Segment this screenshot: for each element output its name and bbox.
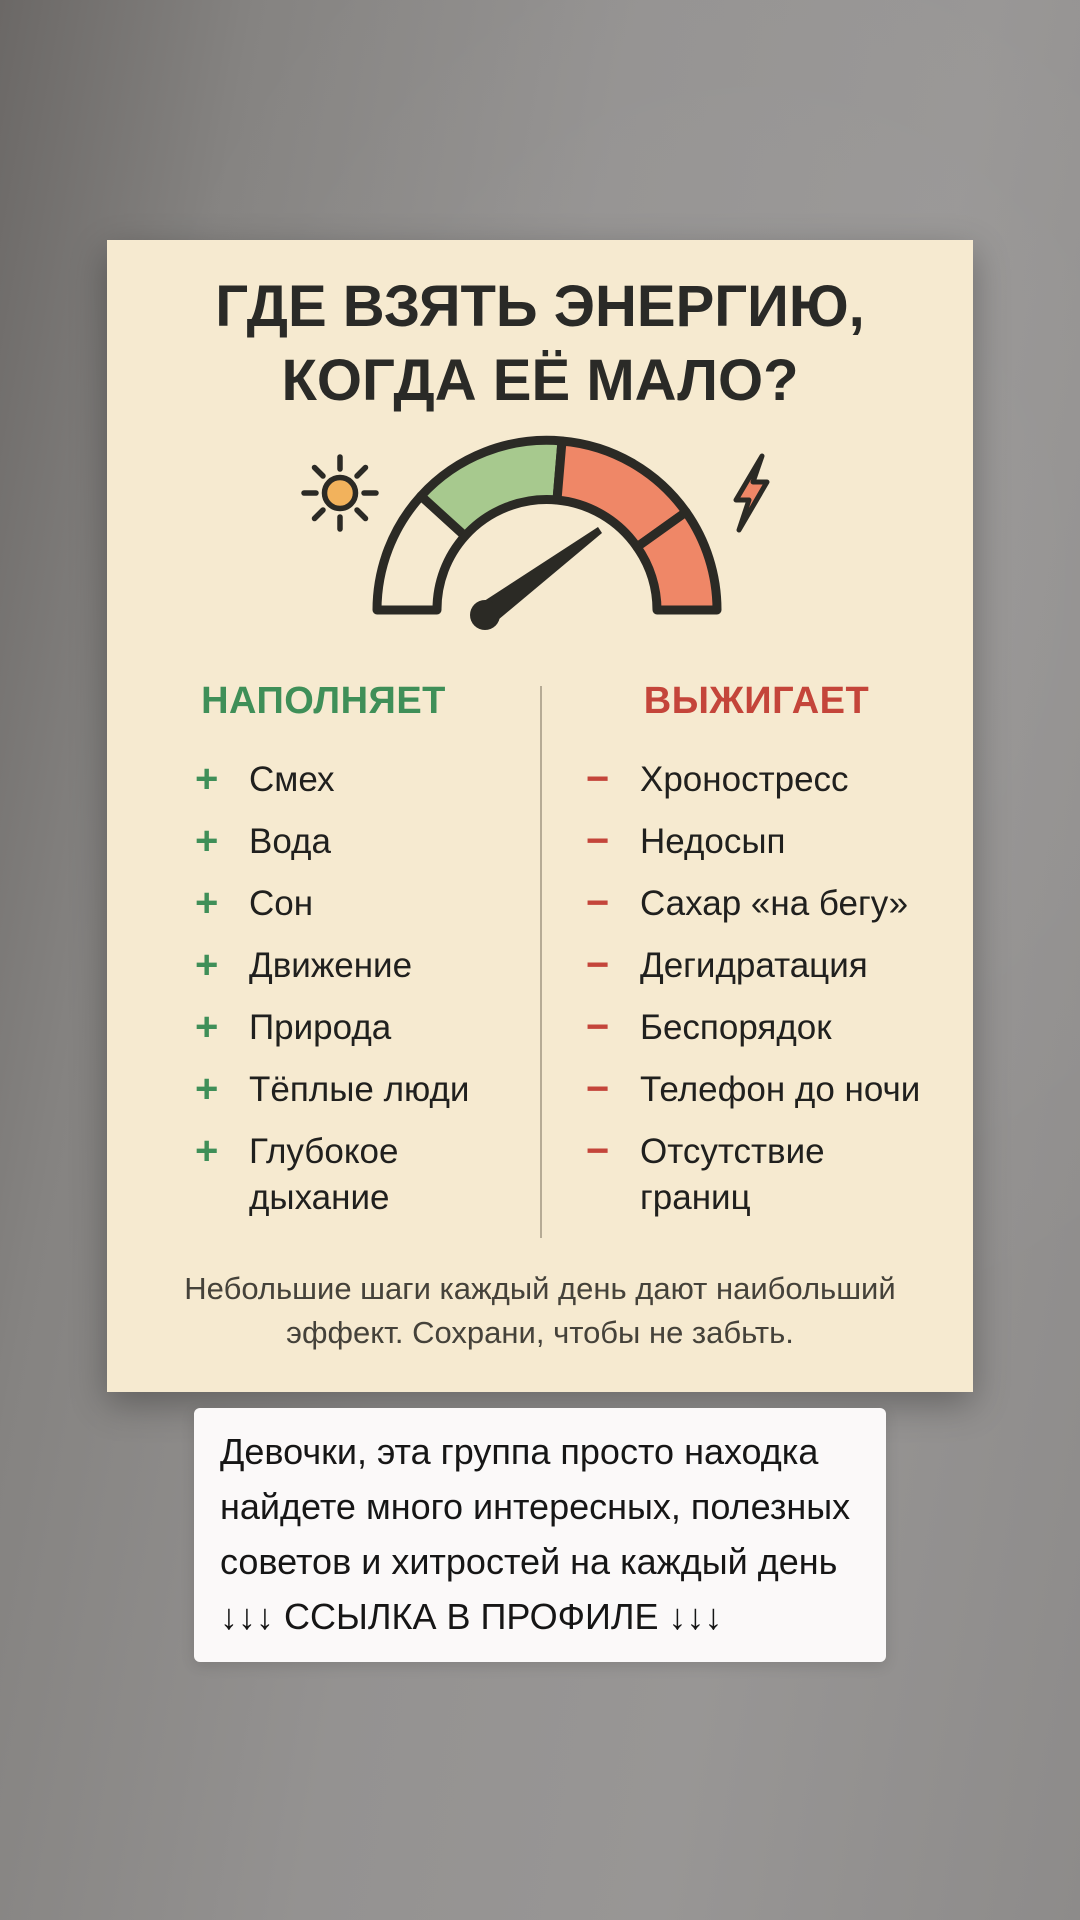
burns-list: − Хроностресс − Недосып − Сахар «на бегу» − Дег… — [540, 757, 973, 1221]
footer-line-1: Небольшие шаги каждый день дают наибольш… — [184, 1271, 896, 1306]
caption-line: Девочки, эта группа просто находка — [220, 1431, 819, 1472]
infographic-card: ГДЕ ВЗЯТЬ ЭНЕРГИЮ, КОГДА ЕЁ МАЛО? — [107, 240, 973, 1392]
burns-column: ВЫЖИГАЕТ − Хроностресс − Недосып − Сахар «на … — [540, 680, 973, 1237]
plus-icon: + — [195, 757, 219, 801]
list-item: − Телефон до ночи — [586, 1067, 973, 1113]
gauge-needle-icon — [470, 527, 602, 630]
comparison-columns: НАПОЛНЯЕТ + Смех + Вода + Сон + Движение + Природ… — [107, 680, 973, 1238]
list-item: + Сон — [195, 881, 540, 927]
minus-icon: − — [586, 1067, 610, 1111]
plus-icon: + — [195, 1067, 219, 1111]
list-item: + Глубокое дыхание — [195, 1129, 540, 1221]
fills-list: + Смех + Вода + Сон + Движение + Природа + Тёплые л… — [107, 757, 540, 1221]
list-item: + Тёплые люди — [195, 1067, 540, 1113]
minus-icon: − — [586, 1005, 610, 1049]
poster-footer: Небольшие шаги каждый день дают наибольш… — [107, 1267, 973, 1355]
list-item-label: Смех — [249, 760, 335, 799]
caption-line: найдете много интересных, полезных — [220, 1486, 851, 1527]
plus-icon: + — [195, 943, 219, 987]
list-item-label: Движение — [249, 946, 413, 985]
list-item-label: Сахар «на бегу» — [640, 884, 909, 923]
caption-box: Девочки, эта группа просто находка найде… — [194, 1408, 886, 1662]
list-item-label: Отсутствие границ — [640, 1132, 825, 1217]
energy-gauge-graphic — [301, 435, 770, 630]
minus-icon: − — [586, 757, 610, 801]
plus-icon: + — [195, 1005, 219, 1049]
list-item: + Природа — [195, 1005, 540, 1051]
plus-icon: + — [195, 819, 219, 863]
poster-title: ГДЕ ВЗЯТЬ ЭНЕРГИЮ, КОГДА ЕЁ МАЛО? — [107, 270, 973, 418]
list-item: − Хроностресс — [586, 757, 973, 803]
lightning-icon — [733, 453, 770, 533]
list-item: − Отсутствие границ — [586, 1129, 973, 1221]
list-item: − Сахар «на бегу» — [586, 881, 973, 927]
minus-icon: − — [586, 1129, 610, 1173]
list-item-label: Дегидратация — [640, 946, 868, 985]
list-item: + Движение — [195, 943, 540, 989]
burns-header: ВЫЖИГАЕТ — [643, 680, 870, 722]
list-item-label: Хроностресс — [640, 760, 849, 799]
list-item-label: Недосып — [640, 822, 786, 861]
list-item: − Беспорядок — [586, 1005, 973, 1051]
list-item-label: Вода — [249, 822, 331, 861]
plus-icon: + — [195, 1129, 219, 1173]
gauge-illustration — [107, 420, 973, 660]
gauge-arc-icon — [372, 435, 722, 615]
footer-line-2: эффект. Сохрани, чтобы не забьть. — [286, 1315, 794, 1350]
list-item-label: Глубокое дыхание — [249, 1132, 399, 1217]
minus-icon: − — [586, 881, 610, 925]
list-item-label: Беспорядок — [640, 1008, 832, 1047]
fills-column: НАПОЛНЯЕТ + Смех + Вода + Сон + Движение + Природ… — [107, 680, 540, 1237]
caption-line: советов и хитростей на каждый день — [220, 1541, 838, 1582]
title-line-2: КОГДА ЕЁ МАЛО? — [281, 348, 799, 413]
list-item-label: Природа — [249, 1008, 392, 1047]
list-item: − Недосып — [586, 819, 973, 865]
caption-line: ↓↓↓ ССЫЛКА В ПРОФИЛЕ ↓↓↓ — [220, 1596, 723, 1637]
fills-header: НАПОЛНЯЕТ — [201, 680, 446, 722]
minus-icon: − — [586, 819, 610, 863]
list-item-label: Сон — [249, 884, 314, 923]
title-line-1: ГДЕ ВЗЯТЬ ЭНЕРГИЮ, — [215, 274, 865, 339]
minus-icon: − — [586, 943, 610, 987]
list-item: + Вода — [195, 819, 540, 865]
list-item: + Смех — [195, 757, 540, 803]
list-item-label: Тёплые люди — [249, 1070, 470, 1109]
plus-icon: + — [195, 881, 219, 925]
list-item: − Дегидратация — [586, 943, 973, 989]
list-item-label: Телефон до ночи — [640, 1070, 921, 1109]
column-divider — [540, 686, 542, 1238]
sun-icon — [301, 454, 379, 532]
